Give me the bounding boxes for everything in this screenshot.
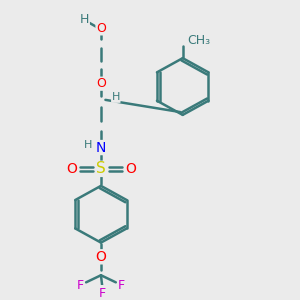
Text: O: O — [125, 162, 136, 176]
Text: H: H — [112, 92, 120, 102]
Text: O: O — [95, 250, 106, 264]
Text: H: H — [80, 13, 89, 26]
Text: O: O — [66, 162, 77, 176]
Text: F: F — [76, 279, 84, 292]
Text: H: H — [83, 140, 92, 150]
Text: F: F — [99, 287, 106, 300]
Text: CH₃: CH₃ — [187, 34, 210, 47]
Text: O: O — [96, 22, 106, 35]
Text: O: O — [96, 77, 106, 90]
Text: N: N — [96, 140, 106, 154]
Text: F: F — [118, 279, 125, 292]
Text: S: S — [96, 161, 106, 176]
